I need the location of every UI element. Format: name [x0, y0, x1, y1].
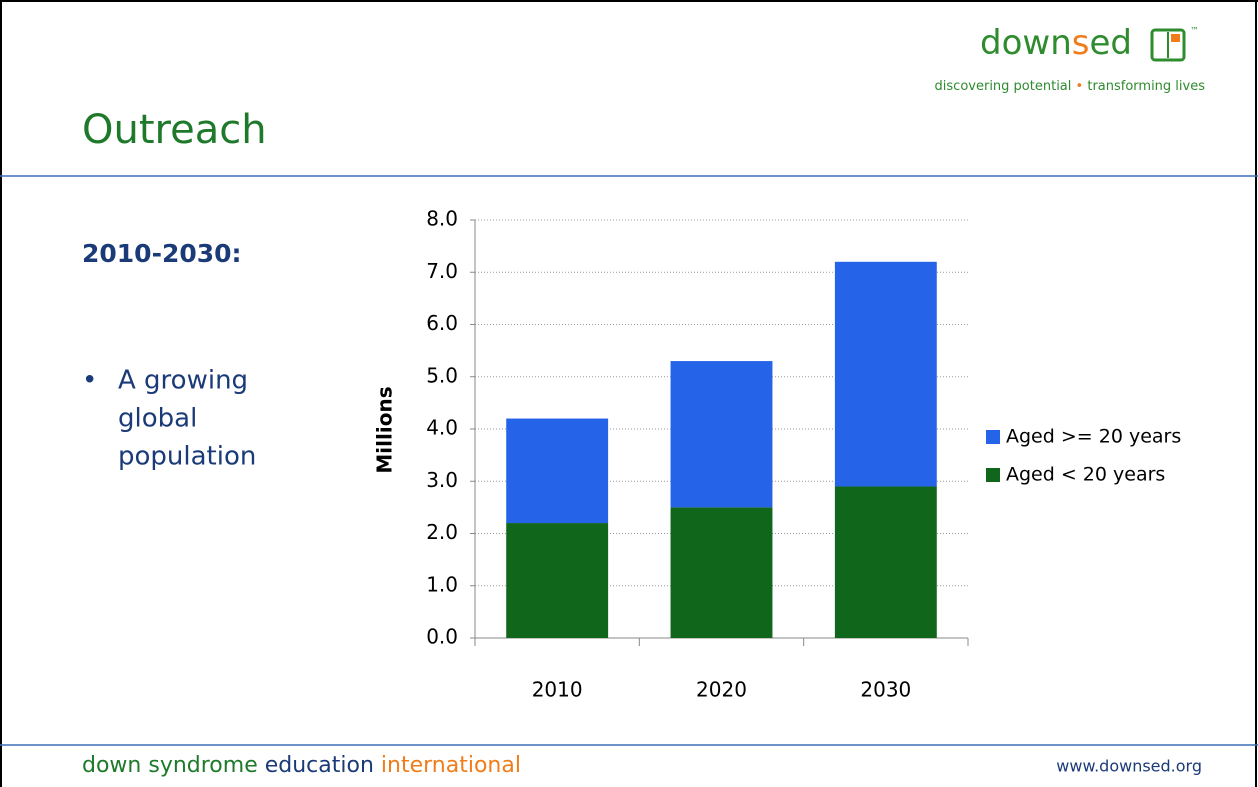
trademark: ™	[1190, 27, 1199, 37]
y-tick-label: 5.0	[426, 363, 458, 387]
x-tick-label: 2020	[696, 678, 747, 702]
legend-swatch	[986, 468, 1000, 482]
y-tick-label: 2.0	[426, 520, 458, 544]
y-axis-label: Millions	[373, 386, 397, 473]
bar-segment	[834, 261, 937, 487]
logo-icon	[1150, 28, 1186, 62]
legend-label: Aged < 20 years	[1006, 464, 1165, 486]
footer-part: down syndrome	[82, 753, 258, 778]
bar-segment	[506, 523, 609, 638]
footer-text: down syndrome education international	[82, 753, 521, 778]
legend-swatch	[986, 430, 1000, 444]
bullet-marker: •	[82, 366, 97, 396]
y-tick-label: 8.0	[426, 207, 458, 231]
bar-segment	[834, 486, 937, 638]
tagline-right: transforming lives	[1087, 79, 1205, 94]
slide-title: Outreach	[82, 107, 267, 153]
tagline-dot: •	[1076, 79, 1084, 94]
x-tick-label: 2030	[860, 678, 911, 702]
y-tick-label: 0.0	[426, 625, 458, 649]
bullet-line: global	[118, 404, 197, 434]
logo-part: s	[1072, 23, 1090, 63]
logo-part: ed	[1089, 23, 1132, 63]
footer-part: international	[381, 753, 521, 778]
x-tick-label: 2010	[532, 678, 583, 702]
bar-segment	[670, 507, 773, 638]
footer-url: www.downsed.org	[1056, 757, 1202, 776]
y-tick-label: 3.0	[426, 468, 458, 492]
bullet-line: population	[118, 442, 256, 472]
logo-part: down	[980, 23, 1072, 63]
y-tick-label: 7.0	[426, 259, 458, 283]
footer-part: education	[265, 753, 374, 778]
heading: 2010-2030:	[82, 239, 242, 268]
legend-label: Aged >= 20 years	[1006, 426, 1181, 448]
y-tick-label: 4.0	[426, 416, 458, 440]
y-tick-label: 1.0	[426, 572, 458, 596]
bar-segment	[670, 361, 773, 508]
logo: downsed	[980, 23, 1132, 63]
bar-segment	[506, 418, 609, 524]
tagline-left: discovering potential	[935, 79, 1072, 94]
tagline: discovering potential • transforming liv…	[935, 79, 1206, 94]
bullet-line: A growing	[118, 366, 248, 396]
y-tick-label: 6.0	[426, 311, 458, 335]
